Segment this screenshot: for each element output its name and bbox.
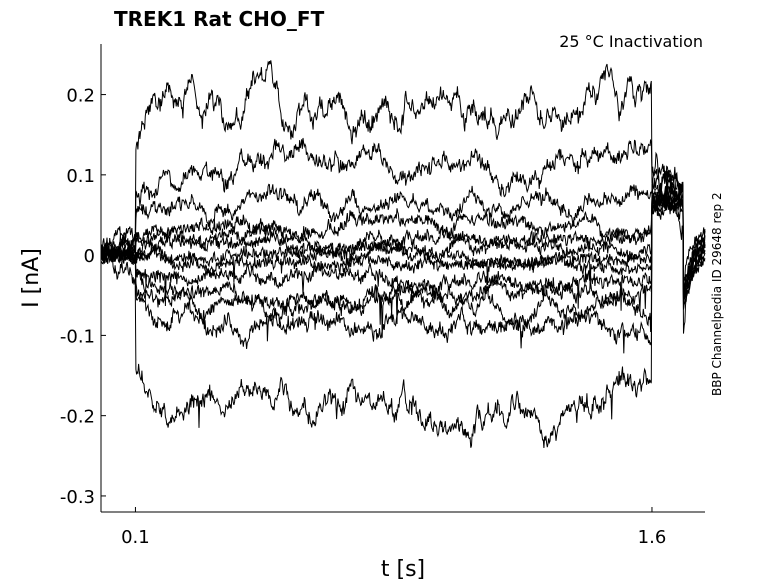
y-tick-label: -0.2 [60, 407, 95, 428]
trace-8 [100, 197, 706, 309]
trace-6 [100, 192, 706, 306]
trace-4 [100, 191, 706, 310]
trace-1 [100, 60, 706, 334]
x-tick-label: 1.6 [638, 527, 667, 548]
y-tick-label: -0.3 [60, 487, 95, 508]
y-tick-label: -0.1 [60, 326, 95, 347]
chart-subtitle: 25 °C Inactivation [559, 32, 703, 51]
trace-7 [100, 184, 706, 290]
axes [100, 44, 705, 513]
y-tick-label: 0.1 [66, 166, 95, 187]
x-axis-label: t [s] [381, 557, 425, 582]
side-label: BBP Channelpedia ID 29648 rep 2 [710, 192, 724, 396]
y-tick-label: 0 [84, 246, 95, 267]
trace-13 [100, 174, 706, 449]
trace-3 [100, 165, 706, 288]
trace-9 [100, 182, 706, 311]
y-axis-label: I [nA] [19, 248, 44, 308]
trace-2 [100, 137, 706, 305]
y-tick-label: 0.2 [66, 86, 95, 107]
traces [100, 60, 706, 449]
x-tick-label: 0.1 [121, 527, 150, 548]
chart-title: TREK1 Rat CHO_FT [114, 7, 325, 31]
trace-12 [100, 174, 706, 354]
